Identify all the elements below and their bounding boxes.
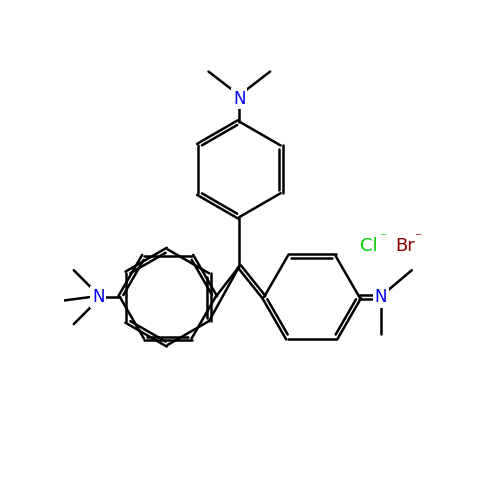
Text: Br: Br [395,238,414,256]
Text: N: N [374,288,387,306]
Text: N: N [233,90,245,108]
Text: Cl: Cl [360,238,378,256]
Text: ⁻: ⁻ [380,232,387,245]
Text: ⁻: ⁻ [414,232,422,245]
Text: N: N [92,288,104,306]
